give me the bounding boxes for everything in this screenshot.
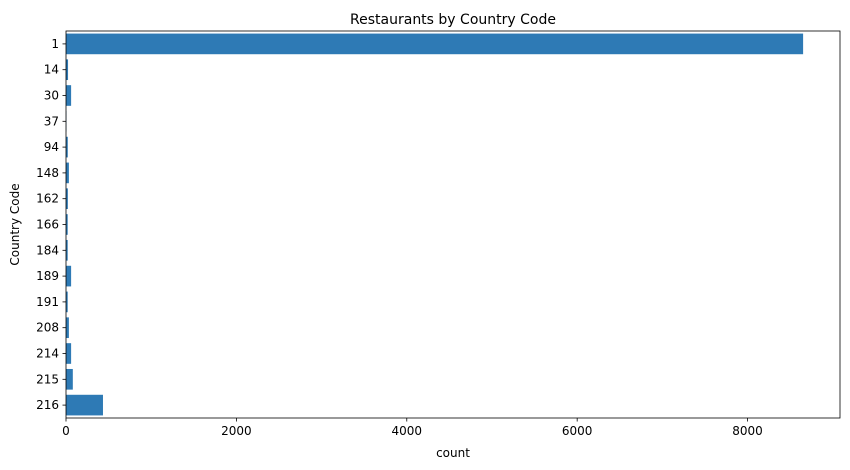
y-tick-label: 214 (36, 347, 59, 361)
bar-189 (66, 265, 72, 287)
y-tick-label: 216 (36, 398, 59, 412)
bar-184 (66, 239, 68, 261)
x-tick-label: 8000 (732, 424, 763, 438)
bar-14 (66, 59, 69, 81)
bar-148 (66, 162, 69, 184)
x-tick-label: 6000 (562, 424, 593, 438)
bar-166 (66, 214, 68, 235)
bar-191 (66, 291, 68, 313)
bar-216 (66, 394, 103, 416)
y-axis: 1 14 30 37 94 148 162 166 184 189 191 208 214 215 216 (36, 37, 66, 412)
y-tick-label: 94 (44, 140, 59, 154)
x-axis: 0 2000 4000 6000 8000 (62, 418, 763, 438)
x-tick-label: 4000 (392, 424, 423, 438)
chart-title: Restaurants by Country Code (350, 12, 556, 28)
y-tick-label: 191 (36, 295, 59, 309)
y-tick-label: 37 (44, 114, 59, 128)
bar-208 (66, 317, 69, 339)
y-tick-label: 162 (36, 192, 59, 206)
bar-214 (66, 343, 72, 364)
y-tick-label: 14 (44, 63, 59, 77)
y-tick-label: 215 (36, 372, 59, 386)
bars-group (66, 33, 804, 416)
y-tick-label: 184 (36, 243, 59, 257)
y-axis-label: Country Code (8, 183, 22, 265)
bar-1 (66, 33, 804, 55)
y-tick-label: 1 (51, 37, 59, 51)
x-axis-label: count (436, 446, 470, 460)
bar-162 (66, 188, 68, 210)
y-tick-label: 208 (36, 321, 59, 335)
bar-30 (66, 85, 72, 106)
plot-frame (65, 30, 841, 419)
bar-94 (66, 136, 68, 158)
y-tick-label: 148 (36, 166, 59, 180)
x-tick-label: 0 (62, 424, 70, 438)
y-tick-label: 30 (44, 89, 59, 103)
y-tick-label: 166 (36, 218, 59, 232)
x-tick-label: 2000 (221, 424, 252, 438)
bar-215 (66, 368, 73, 390)
y-tick-label: 189 (36, 269, 59, 283)
